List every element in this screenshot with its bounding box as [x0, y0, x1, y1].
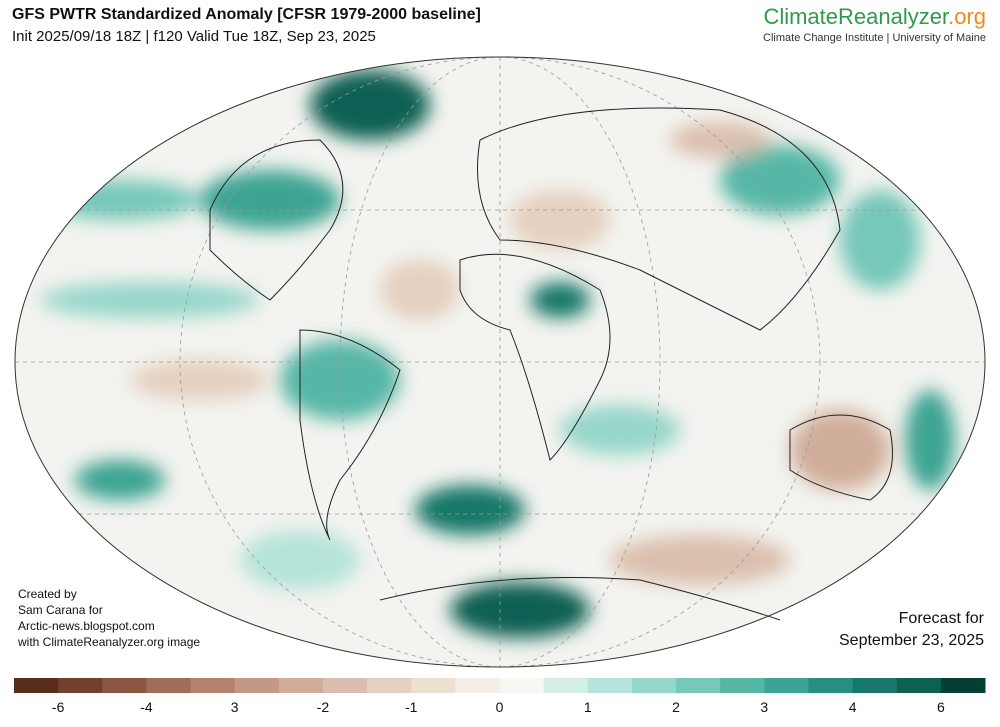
colorbar-segment — [764, 678, 809, 693]
subtitle: Init 2025/09/18 18Z | f120 Valid Tue 18Z… — [12, 28, 376, 45]
colorbar-segment — [499, 678, 545, 693]
credit: Created by Sam Carana for Arctic-news.blog… — [18, 586, 200, 650]
colorbar-tick-label: 0 — [496, 699, 504, 715]
colorbar-segment — [587, 678, 633, 693]
colorbar-segment — [543, 678, 589, 693]
colorbar-tick-label: 1 — [584, 699, 592, 715]
colorbar-segment — [102, 678, 147, 693]
colorbar-tick-label: -2 — [317, 699, 330, 715]
colorbar-segment — [190, 678, 236, 693]
forecast: Forecast for September 23, 2025 — [839, 608, 984, 652]
colorbar-segment — [852, 678, 898, 693]
colorbar-segment — [146, 678, 192, 693]
colorbar-segment — [896, 678, 942, 693]
colorbar-segment — [940, 678, 986, 693]
logo-subtitle: Climate Change Institute | University of… — [763, 32, 986, 44]
colorbar-segment — [411, 678, 456, 693]
colorbar-segment — [676, 678, 721, 693]
colorbar-segment — [58, 678, 103, 693]
colorbar-tick-label: 4 — [849, 699, 857, 715]
title: GFS PWTR Standardized Anomaly [CFSR 1979… — [12, 6, 481, 23]
logo: ClimateReanalyzer.org — [763, 4, 986, 30]
colorbar-tick-label: 2 — [672, 699, 680, 715]
colorbar-segment — [455, 678, 500, 693]
colorbar-tick-label: -4 — [140, 699, 153, 715]
colorbar-tick-label: -6 — [52, 699, 65, 715]
colorbar-tick-label: 3 — [760, 699, 768, 715]
colorbar: -6 -4 3 -2 -1 0 1 2 3 4 6 — [14, 678, 986, 715]
colorbar-tick-label: 3 — [231, 699, 239, 715]
colorbar-segment — [631, 678, 677, 693]
colorbar-segment — [234, 678, 280, 693]
forecast-line: Forecast for — [898, 610, 984, 627]
colorbar-segment — [278, 678, 324, 693]
colorbar-tick-label: 6 — [937, 699, 945, 715]
colorbar-segment — [322, 678, 368, 693]
credit-line: Created by — [18, 587, 77, 601]
coastlines — [209, 107, 893, 621]
colorbar-segment — [367, 678, 412, 693]
colorbar-segment — [720, 678, 765, 693]
graticule — [15, 57, 985, 667]
forecast-line: September 23, 2025 — [839, 632, 984, 649]
colorbar-segment — [14, 678, 59, 693]
credit-line: Arctic-news.blogspot.com — [18, 619, 155, 633]
credit-line: Sam Carana for — [18, 603, 103, 617]
map — [14, 56, 986, 668]
credit-line: with ClimateReanalyzer.org image — [18, 635, 201, 649]
colorbar-tick-label: -1 — [405, 699, 418, 715]
anomaly-field — [40, 70, 955, 638]
logo-main: ClimateReanalyzer — [763, 4, 949, 29]
logo-suffix: .org — [948, 4, 986, 29]
globe-outline — [14, 56, 986, 668]
colorbar-segment — [808, 678, 854, 693]
